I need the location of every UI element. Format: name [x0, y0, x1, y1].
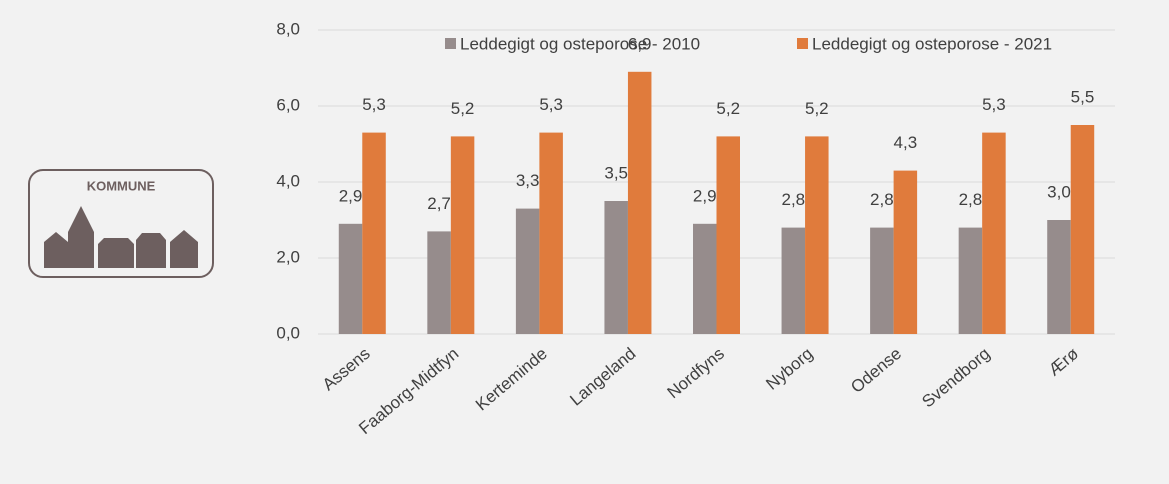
logo-text: KOMMUNE	[87, 178, 156, 193]
data-label: 5,2	[451, 99, 475, 118]
bar	[362, 132, 386, 334]
data-label: 3,5	[604, 163, 628, 182]
data-label: 2,8	[870, 190, 894, 209]
data-label: 5,5	[1071, 87, 1095, 106]
logo-houses	[44, 206, 198, 268]
legend-swatch	[445, 38, 456, 49]
bar	[427, 231, 451, 334]
bar	[515, 208, 540, 334]
bar	[958, 227, 983, 334]
bar	[539, 132, 563, 334]
data-label: 2,8	[959, 190, 983, 209]
logo: KOMMUNE	[28, 169, 214, 278]
data-label: 6,9	[628, 34, 652, 53]
bar	[716, 136, 740, 334]
legend-label: Leddegigt og osteporose - 2010	[460, 34, 700, 53]
legend-label: Leddegigt og osteporose - 2021	[812, 34, 1052, 53]
y-tick-label: 0,0	[276, 323, 300, 342]
bar	[338, 223, 363, 334]
bar	[627, 71, 652, 335]
data-label: 2,8	[781, 190, 805, 209]
bar	[604, 201, 628, 334]
bar	[870, 227, 894, 334]
y-tick-label: 8,0	[276, 19, 300, 38]
y-tick-label: 2,0	[276, 247, 300, 266]
data-label: 5,3	[362, 95, 386, 114]
logo-frame	[28, 169, 214, 278]
data-label: 3,3	[516, 171, 540, 190]
bar	[450, 136, 475, 334]
data-label: 5,3	[539, 95, 563, 114]
data-label: 5,2	[805, 99, 829, 118]
legend-swatch	[797, 38, 808, 49]
bar	[1070, 125, 1095, 334]
data-label: 4,3	[894, 133, 918, 152]
bar	[893, 170, 918, 334]
data-label: 2,9	[339, 186, 363, 205]
data-label: 5,2	[716, 99, 740, 118]
y-tick-label: 4,0	[276, 171, 300, 190]
bar	[781, 227, 806, 334]
data-label: 3,0	[1047, 182, 1071, 201]
data-label: 5,3	[982, 95, 1006, 114]
bar	[1047, 220, 1071, 334]
y-tick-label: 6,0	[276, 95, 300, 114]
bar	[805, 136, 829, 334]
bar	[693, 223, 717, 334]
data-label: 2,7	[427, 194, 451, 213]
data-label: 2,9	[693, 186, 717, 205]
bar	[982, 132, 1006, 334]
